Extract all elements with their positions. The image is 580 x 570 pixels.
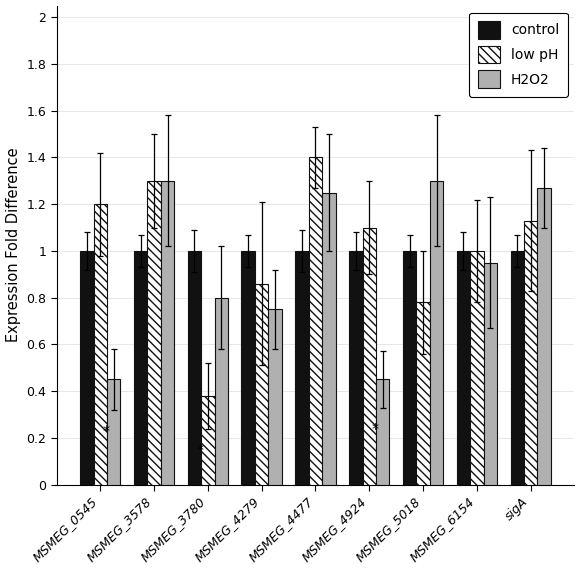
Bar	[470, 251, 484, 484]
Bar	[524, 221, 538, 484]
Bar	[362, 227, 376, 484]
Bar	[269, 310, 282, 484]
Bar	[188, 251, 201, 484]
Bar	[430, 181, 443, 484]
Bar	[107, 380, 121, 484]
Bar	[241, 251, 255, 484]
Text: *: *	[103, 424, 110, 438]
Legend: control, low pH, H2O2: control, low pH, H2O2	[469, 13, 567, 96]
Bar	[349, 251, 362, 484]
Bar	[80, 251, 93, 484]
Bar	[376, 380, 390, 484]
Y-axis label: Expression Fold Difference: Expression Fold Difference	[6, 148, 20, 343]
Bar	[416, 302, 430, 484]
Bar	[201, 396, 215, 484]
Bar	[147, 181, 161, 484]
Bar	[322, 193, 336, 485]
Bar	[255, 284, 269, 484]
Bar	[295, 251, 309, 484]
Bar	[456, 251, 470, 484]
Bar	[93, 204, 107, 484]
Bar	[161, 181, 174, 484]
Text: *: *	[372, 422, 379, 435]
Bar	[134, 251, 147, 484]
Bar	[484, 263, 497, 484]
Text: *: *	[197, 442, 204, 457]
Bar	[538, 188, 551, 485]
Bar	[403, 251, 416, 484]
Bar	[309, 157, 322, 484]
Bar	[510, 251, 524, 484]
Bar	[215, 298, 228, 484]
